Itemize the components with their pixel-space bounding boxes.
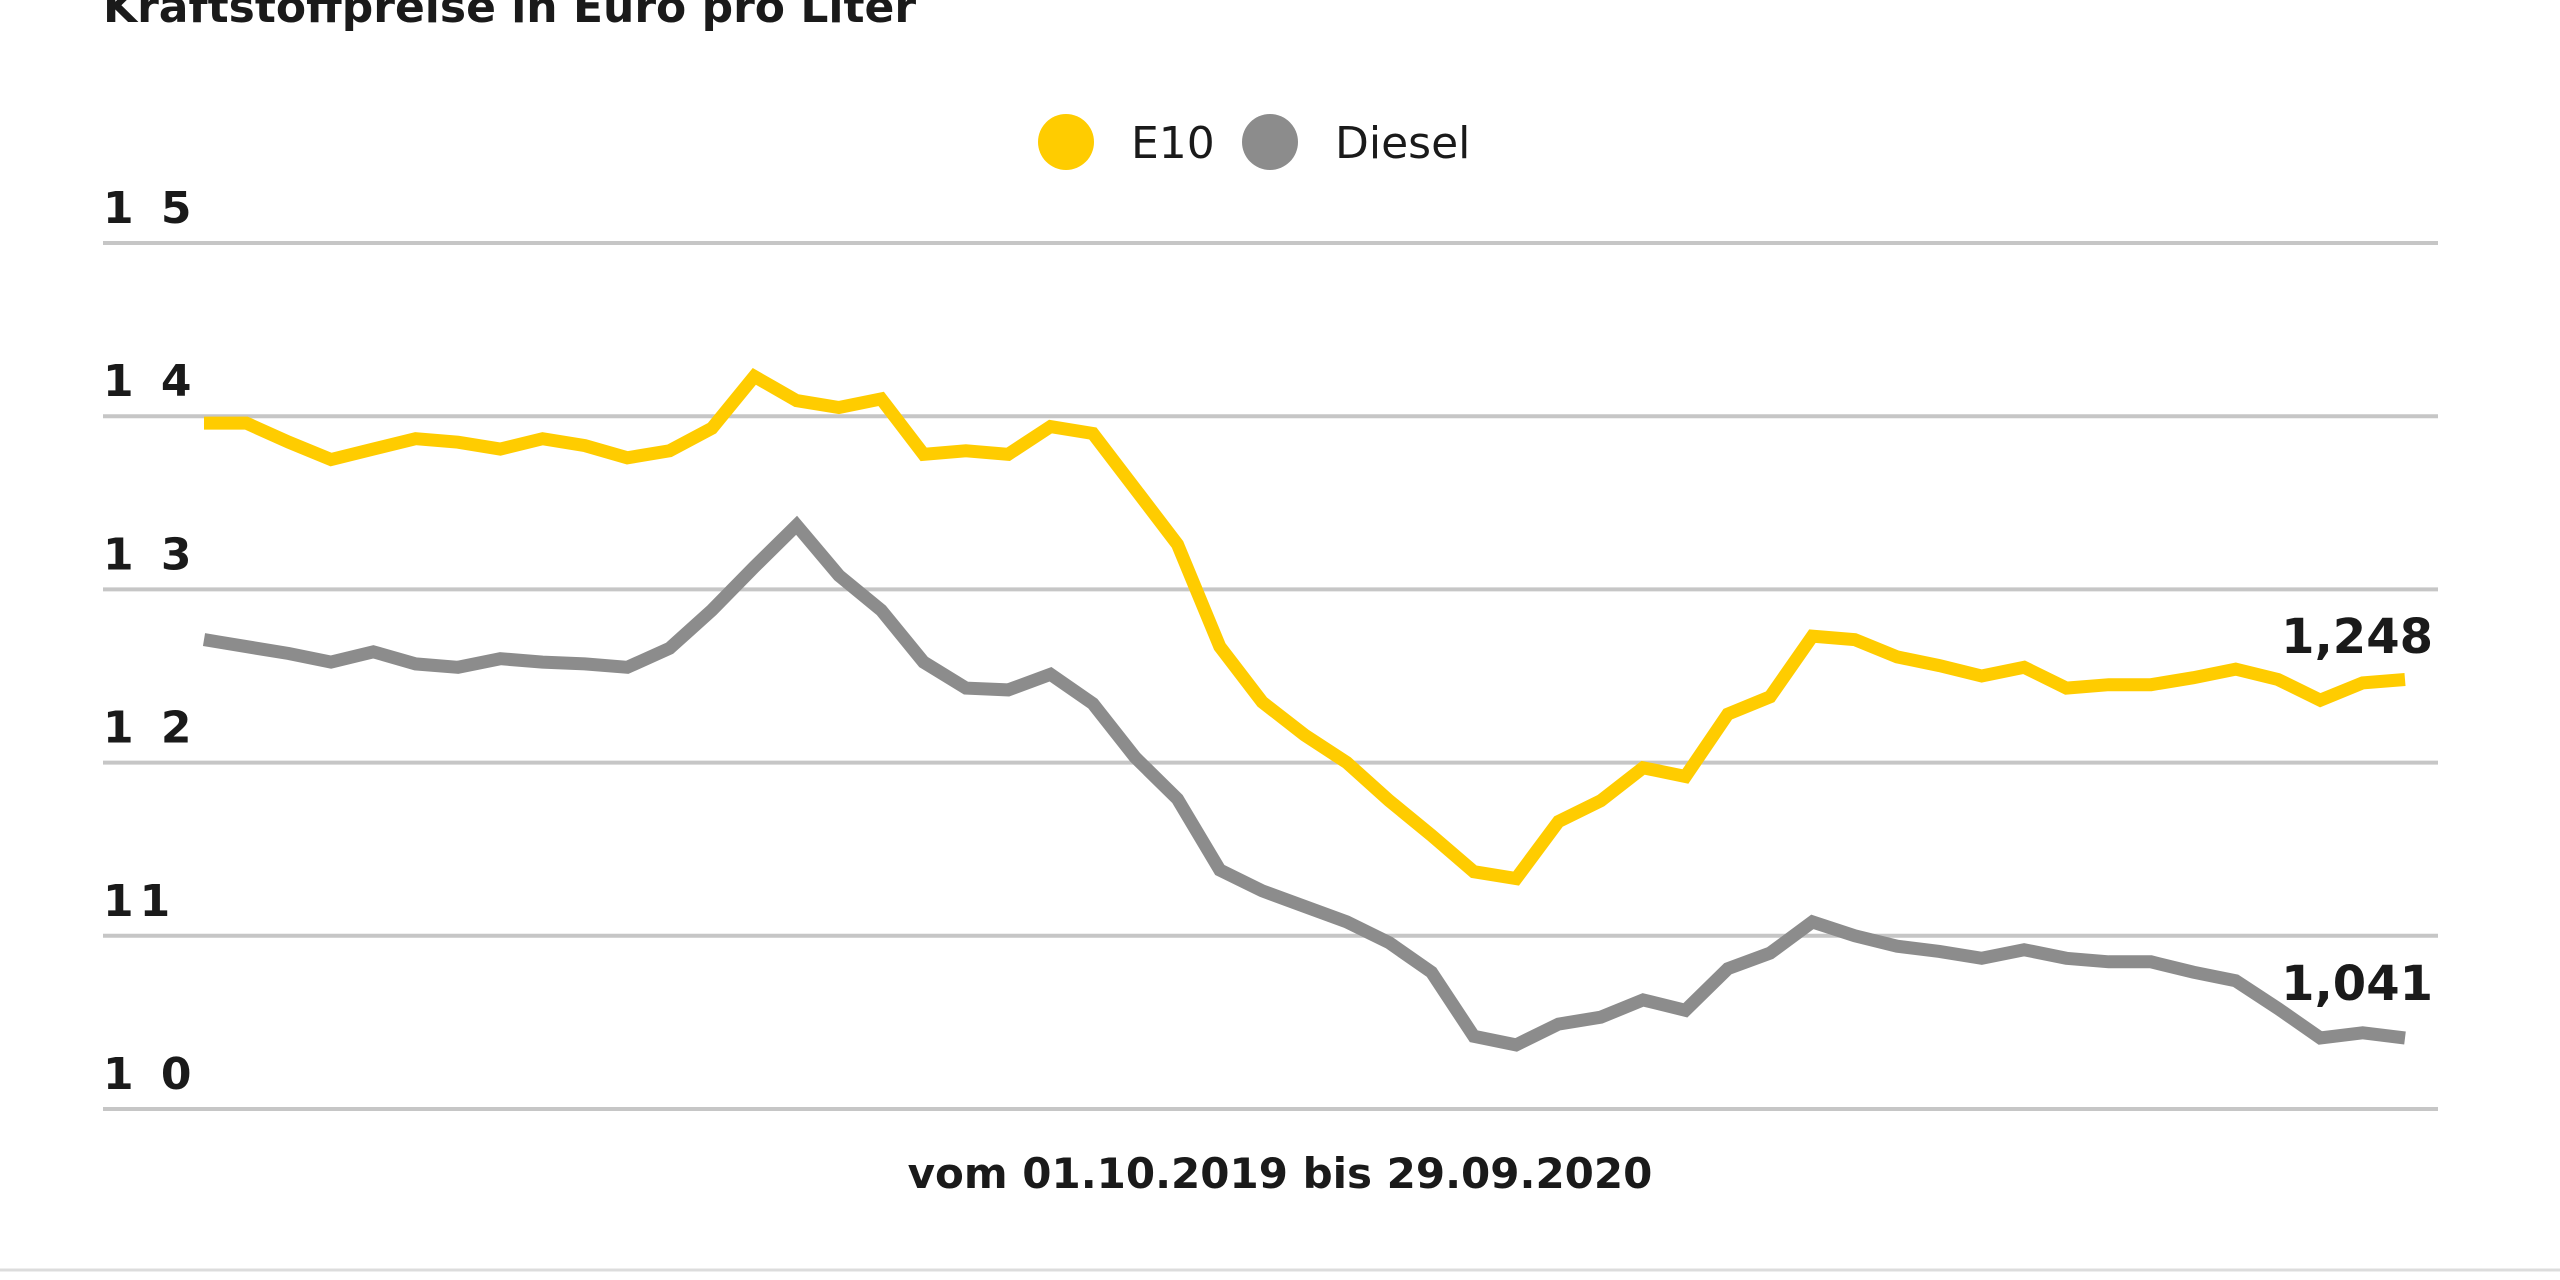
chart-title: Kraftstoffpreise in Euro pro Liter xyxy=(103,0,916,33)
diesel-end-label: 1,041 xyxy=(2281,956,2433,1012)
y-tick-label: 1 5 xyxy=(103,183,198,234)
gridlines xyxy=(103,241,2438,1111)
series-line-diesel xyxy=(202,515,2406,1052)
y-tick-label: 11 xyxy=(103,876,176,927)
y-tick-label: 1 0 xyxy=(103,1049,198,1100)
legend-label-diesel: Diesel xyxy=(1335,118,1470,169)
y-axis-ticks: 1 5 1 4 1 3 1 2 11 1 0 xyxy=(103,183,198,1100)
y-tick-label: 1 4 xyxy=(103,356,198,407)
series-lines xyxy=(202,368,2406,1052)
legend-label-e10: E10 xyxy=(1131,118,1215,169)
x-axis-caption: vom 01.10.2019 bis 29.09.2020 xyxy=(908,1149,1653,1198)
e10-end-label: 1,248 xyxy=(2281,609,2433,665)
legend-marker-e10 xyxy=(1038,114,1094,170)
legend-marker-diesel xyxy=(1242,114,1298,170)
y-tick-label: 1 2 xyxy=(103,703,198,754)
legend: E10 Diesel xyxy=(1038,114,1470,170)
series-line-e10 xyxy=(204,368,2406,886)
y-tick-label: 1 3 xyxy=(103,529,198,580)
